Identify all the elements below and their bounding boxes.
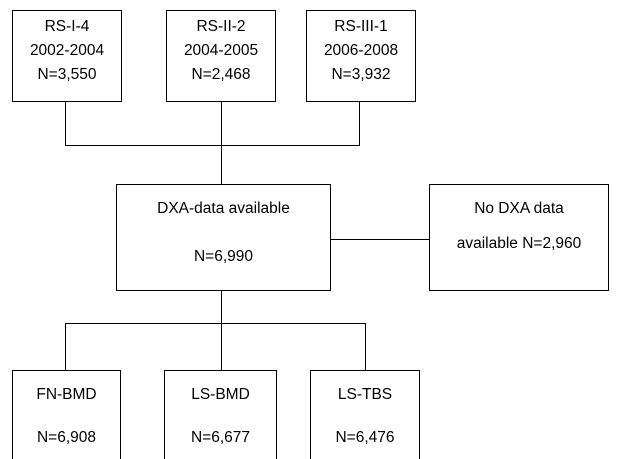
outcome-label: LS-BMD — [191, 386, 250, 403]
connector-cohort-1 — [65, 101, 67, 146]
cohort-years: 2002-2004 — [29, 42, 105, 59]
outcome-count: N=6,677 — [190, 429, 251, 446]
connector-fn-bmd — [65, 323, 67, 371]
cohort-years: 2006-2008 — [323, 42, 399, 59]
dxa-available-label: DXA-data available — [157, 200, 290, 217]
outcome-box-fn-bmd: FN-BMD N=6,908 — [12, 370, 121, 459]
cohort-box-rs-iii-1: RS-III-1 2006-2008 N=3,932 — [306, 10, 416, 102]
outcome-label: LS-TBS — [337, 386, 393, 403]
no-dxa-line-1: No DXA data — [474, 200, 564, 217]
outcome-box-ls-tbs: LS-TBS N=6,476 — [310, 370, 420, 459]
cohort-name: RS-II-2 — [196, 18, 246, 35]
connector-cohort-3 — [359, 101, 361, 146]
cohort-box-rs-ii-2: RS-II-2 2004-2005 N=2,468 — [166, 10, 276, 102]
cohort-count: N=3,932 — [331, 66, 391, 83]
connector-top-bar — [65, 145, 360, 147]
connector-cohort-2 — [221, 101, 223, 185]
connector-bottom-bar — [65, 323, 366, 325]
cohort-years: 2004-2005 — [183, 42, 259, 59]
cohort-count: N=3,550 — [37, 66, 97, 83]
connector-ls-tbs — [365, 323, 367, 371]
outcome-label: FN-BMD — [36, 386, 97, 403]
cohort-name: RS-III-1 — [334, 18, 388, 35]
outcome-count: N=6,476 — [335, 429, 395, 446]
outcome-count: N=6,908 — [36, 429, 97, 446]
cohort-count: N=2,468 — [191, 66, 251, 83]
no-dxa-line-2: available N=2,960 — [456, 235, 582, 252]
outcome-box-ls-bmd: LS-BMD N=6,677 — [164, 370, 277, 459]
connector-dxa-down — [221, 291, 223, 324]
dxa-available-box: DXA-data available N=6,990 — [116, 184, 331, 291]
cohort-box-rs-i-4: RS-I-4 2002-2004 N=3,550 — [12, 10, 122, 102]
no-dxa-box: No DXA data available N=2,960 — [429, 184, 609, 291]
connector-ls-bmd — [221, 323, 223, 371]
cohort-name: RS-I-4 — [44, 18, 90, 35]
dxa-available-count: N=6,990 — [193, 248, 254, 265]
connector-excluded — [331, 239, 429, 241]
